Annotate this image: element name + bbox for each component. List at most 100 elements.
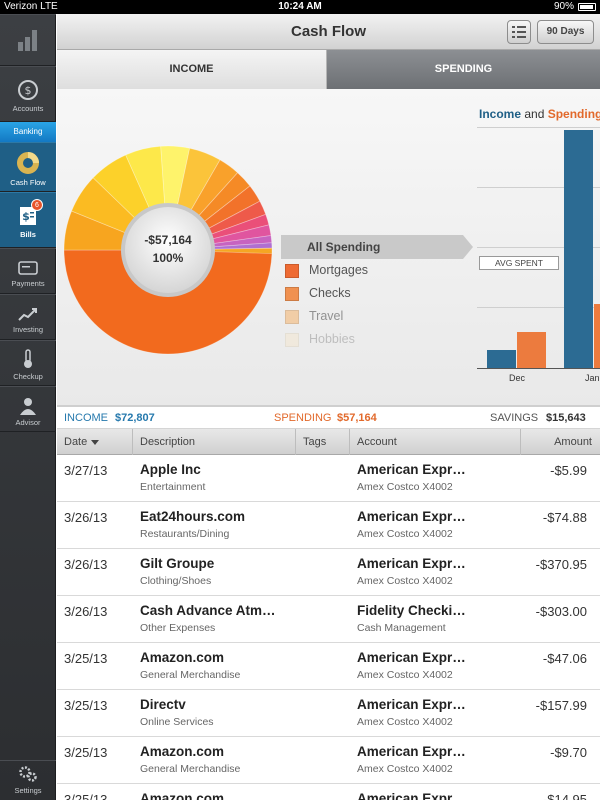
avg-spent-marker: AVG SPENT — [479, 256, 559, 270]
savings-total-label: SAVINGS — [490, 412, 539, 424]
legend-swatch — [285, 333, 299, 347]
row-date: 3/26/13 — [64, 604, 108, 619]
row-account-sub: Amex Costco X4002 — [357, 716, 453, 728]
selected-arrow-shape — [281, 235, 473, 259]
row-date: 3/26/13 — [64, 557, 108, 572]
transactions-list: 3/27/13 Apple Inc Entertainment American… — [57, 455, 600, 800]
table-row[interactable]: 3/25/13 Amazon.com General Merchandise A… — [57, 643, 600, 690]
transactions-table-header: Date Description Tags Account Amount — [57, 429, 600, 455]
sidebar-label-settings: Settings — [14, 786, 42, 795]
row-account-sub: Amex Costco X4002 — [357, 528, 453, 540]
grid-line — [477, 247, 600, 248]
table-row[interactable]: 3/25/13 Amazon.com General Merchandise A… — [57, 737, 600, 784]
sidebar-item-settings[interactable]: Settings — [0, 760, 56, 800]
row-description: Cash Advance Atm… — [140, 603, 276, 618]
app-logo[interactable] — [0, 14, 56, 66]
date-range-button[interactable]: 90 Days — [537, 20, 594, 44]
table-row[interactable]: 3/25/13 Directv Online Services American… — [57, 690, 600, 737]
sidebar-item-checkup[interactable]: Checkup — [0, 340, 56, 386]
row-account: American Expr… — [357, 650, 466, 665]
grid-line — [477, 307, 600, 308]
sidebar-label-advisor: Advisor — [15, 418, 41, 427]
row-date: 3/25/13 — [64, 698, 108, 713]
legend-label: Mortgages — [309, 263, 369, 277]
grid-line — [477, 187, 600, 188]
legend-swatch — [285, 310, 299, 324]
spending-pie-chart[interactable]: -$57,164 100% — [62, 144, 274, 356]
row-description: Apple Inc — [140, 462, 201, 477]
spending-total-label: SPENDING — [274, 412, 332, 424]
bar-jan-income — [564, 130, 593, 368]
row-account-sub: Amex Costco X4002 — [357, 481, 453, 493]
table-row[interactable]: 3/27/13 Apple Inc Entertainment American… — [57, 455, 600, 502]
gears-icon — [19, 766, 37, 782]
row-account-sub: Amex Costco X4002 — [357, 669, 453, 681]
row-amount: -$9.70 — [550, 745, 587, 760]
row-account: Fidelity Checki… — [357, 603, 466, 618]
sidebar-label-investing: Investing — [12, 325, 44, 334]
column-header-account[interactable]: Account — [350, 429, 521, 455]
totals-summary-bar: INCOME $72,807 SPENDING $57,164 SAVINGS … — [57, 405, 600, 429]
row-account: American Expr… — [357, 556, 466, 571]
sidebar-section-banking: Banking — [0, 122, 56, 142]
sidebar-item-investing[interactable]: Investing — [0, 294, 56, 340]
pie-center-hub — [125, 207, 211, 293]
top-header: Cash Flow 90 Days — [57, 14, 600, 50]
sidebar-item-cash-flow[interactable]: Cash Flow — [0, 142, 56, 192]
table-row[interactable]: 3/26/13 Cash Advance Atm… Other Expenses… — [57, 596, 600, 643]
row-description: Amazon.com — [140, 791, 225, 800]
row-account-sub: Amex Costco X4002 — [357, 763, 453, 775]
month-label-dec: Dec — [509, 373, 526, 383]
sidebar-label-payments: Payments — [11, 279, 45, 288]
row-amount: -$370.95 — [535, 557, 587, 572]
tab-income[interactable]: INCOME — [57, 50, 327, 89]
table-row[interactable]: 3/26/13 Eat24hours.com Restaurants/Dinin… — [57, 502, 600, 549]
sidebar-label-accounts: Accounts — [12, 104, 44, 113]
column-header-tags[interactable]: Tags — [296, 429, 350, 455]
list-view-button[interactable] — [507, 20, 531, 44]
tab-spending[interactable]: SPENDING — [327, 50, 600, 89]
row-amount: -$74.88 — [542, 510, 587, 525]
row-account-sub: Cash Management — [357, 622, 446, 634]
sort-descending-icon — [91, 439, 100, 445]
row-account: American Expr… — [357, 509, 466, 524]
sidebar-item-accounts[interactable]: $ Accounts — [0, 66, 56, 122]
legend-all-spending[interactable]: All Spending — [281, 235, 473, 259]
bar-title-spending: Spending — [547, 107, 600, 121]
legend-label: Travel — [309, 309, 344, 323]
row-category: Restaurants/Dining — [140, 528, 230, 540]
svg-text:$: $ — [25, 84, 32, 97]
svg-text:$: $ — [22, 210, 30, 223]
pie-slice[interactable] — [63, 249, 273, 355]
row-description: Amazon.com — [140, 650, 225, 665]
legend-label: Checks — [309, 286, 351, 300]
row-account: American Expr… — [357, 791, 466, 800]
bar-title-income: Income — [479, 107, 522, 121]
row-description: Amazon.com — [140, 744, 225, 759]
chart-area: -$57,164 100% All Spending Mortgages Che… — [57, 89, 600, 405]
grid-line — [477, 127, 600, 128]
sidebar-item-bills[interactable]: $ 6 Bills — [0, 192, 56, 248]
column-header-description[interactable]: Description — [133, 429, 296, 455]
column-header-date[interactable]: Date — [57, 429, 133, 455]
clock: 10:24 AM — [278, 1, 322, 12]
trend-line-icon — [18, 308, 37, 321]
row-date: 3/26/13 — [64, 510, 108, 525]
row-account: American Expr… — [357, 462, 466, 477]
page-title: Cash Flow — [290, 23, 366, 40]
column-header-date-label: Date — [64, 436, 88, 448]
income-total-label: INCOME — [64, 412, 108, 424]
sidebar-item-payments[interactable]: Payments — [0, 248, 56, 294]
payment-card-icon — [18, 261, 38, 275]
row-date: 3/25/13 — [64, 792, 108, 800]
row-amount: -$47.06 — [542, 651, 587, 666]
row-category: Clothing/Shoes — [140, 575, 212, 587]
status-bar: Verizon LTE 10:24 AM 90% — [0, 0, 600, 14]
column-header-amount[interactable]: Amount — [554, 436, 592, 448]
income-spending-bar-chart[interactable]: Income and Spending AVG SPENT Dec Jan — [477, 89, 600, 405]
table-row[interactable]: 3/26/13 Gilt Groupe Clothing/Shoes Ameri… — [57, 549, 600, 596]
sidebar-item-advisor[interactable]: Advisor — [0, 386, 56, 432]
row-category: General Merchandise — [140, 763, 241, 775]
row-amount: -$5.99 — [550, 463, 587, 478]
table-row[interactable]: 3/25/13 Amazon.com American Expr… -$14.9… — [57, 784, 600, 800]
